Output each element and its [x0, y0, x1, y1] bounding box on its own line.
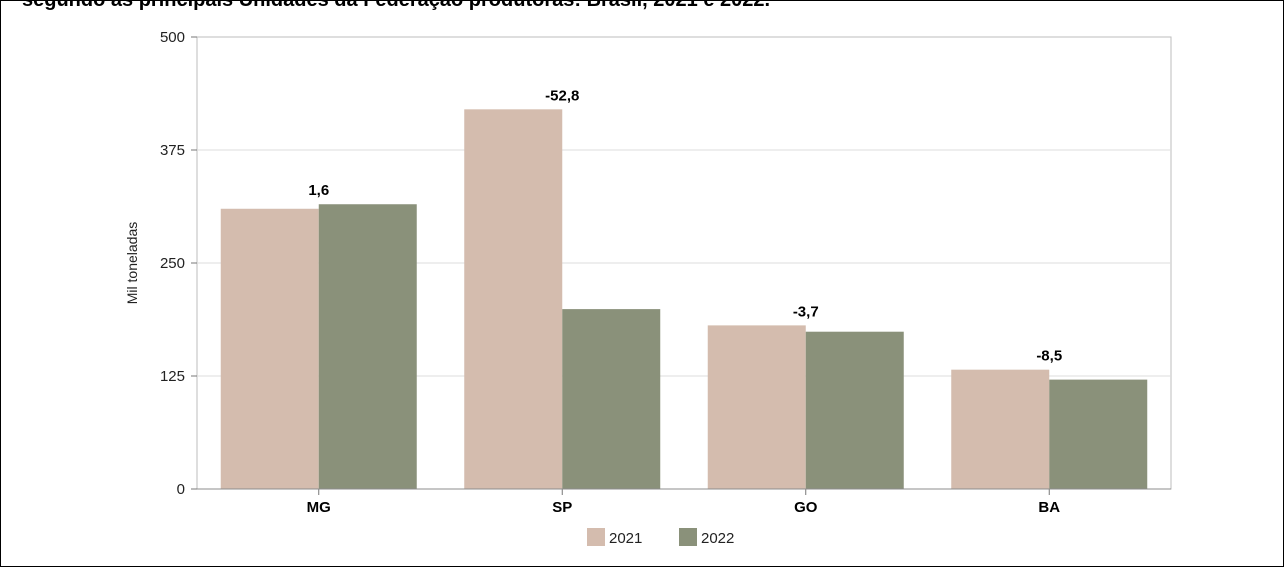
data-labels: 1,6 -52,8 -3,7 -8,5 — [308, 87, 1062, 364]
y-tick-label: 250 — [160, 255, 185, 272]
bar-2021-BA — [951, 370, 1049, 489]
legend-swatch-2022 — [679, 528, 697, 546]
y-axis-title: Mil toneladas — [124, 222, 140, 305]
x-tick-label-GO: GO — [794, 499, 818, 516]
x-tick-label-MG: MG — [307, 499, 331, 516]
bars — [221, 109, 1148, 489]
bar-2021-MG — [221, 209, 319, 489]
bar-2021-GO — [708, 325, 806, 489]
x-tick-label-BA: BA — [1038, 499, 1060, 516]
data-label-GO: -3,7 — [793, 303, 819, 320]
x-axis: MG SP GO BA — [197, 489, 1171, 516]
bar-2021-SP — [464, 109, 562, 489]
bar-2022-MG — [319, 204, 417, 489]
data-label-SP: -52,8 — [545, 87, 579, 104]
legend-swatch-2021 — [587, 528, 605, 546]
data-label-MG: 1,6 — [308, 182, 329, 199]
y-tick-label: 375 — [160, 142, 185, 159]
bar-2022-GO — [806, 332, 904, 489]
x-tick-label-SP: SP — [552, 499, 572, 516]
y-tick-label: 125 — [160, 368, 185, 385]
bar-2022-BA — [1049, 380, 1147, 489]
y-axis: 0 125 250 375 500 Mil toneladas — [124, 29, 197, 498]
legend-label-2021: 2021 — [609, 530, 642, 547]
legend-label-2022: 2022 — [701, 530, 734, 547]
y-tick-label: 0 — [177, 481, 185, 498]
y-tick-label: 500 — [160, 29, 185, 46]
bar-2022-SP — [562, 309, 660, 489]
data-label-BA: -8,5 — [1036, 348, 1062, 365]
legend: 2021 2022 — [587, 528, 734, 547]
